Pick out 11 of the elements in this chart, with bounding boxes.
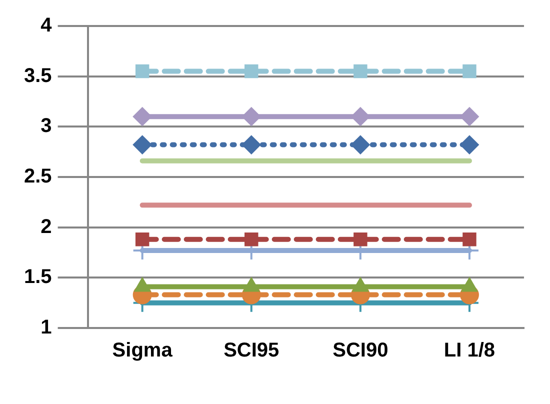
y-tick-label: 2.5: [24, 166, 52, 188]
y-tick-label: 4: [40, 14, 53, 37]
x-tick-label: Sigma: [112, 340, 174, 362]
y-tick-label: 3.5: [24, 64, 52, 87]
y-tick-label: 1: [40, 316, 52, 339]
y-tick-label: 2: [40, 216, 52, 238]
y-tick-label: 1.5: [24, 266, 52, 288]
x-tick-label: LI 1/8: [444, 340, 496, 362]
y-tick-label: 3: [40, 115, 52, 138]
x-tick-label: SCI90: [332, 340, 388, 362]
x-tick-label: SCI95: [224, 340, 280, 362]
